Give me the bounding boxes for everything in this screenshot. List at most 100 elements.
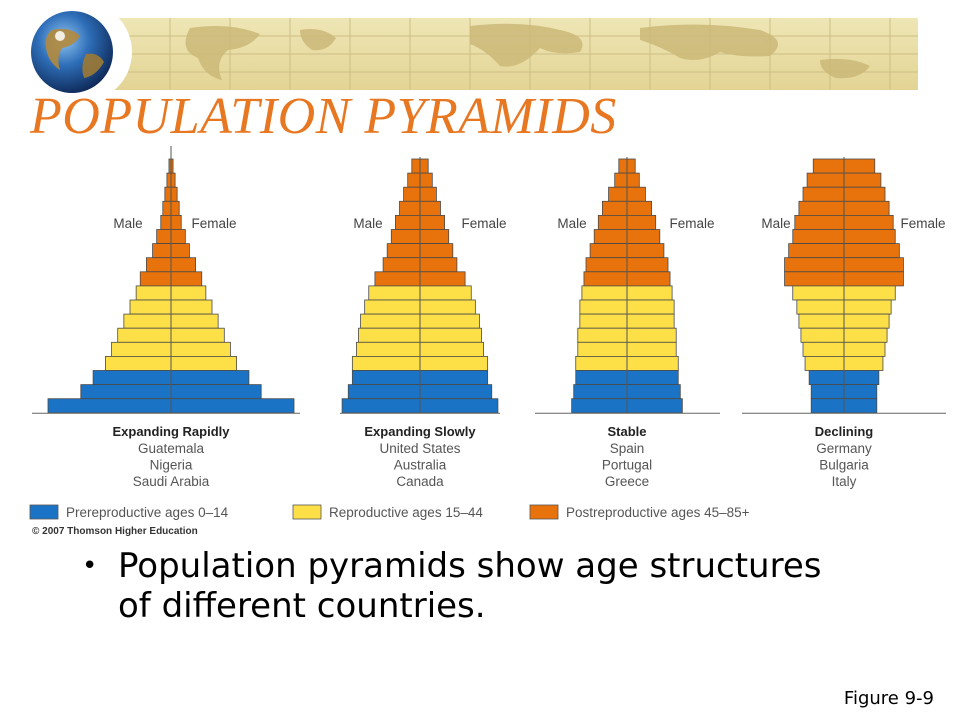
pyramid-title: Expanding Slowly (364, 424, 476, 439)
female-bar (419, 271, 466, 287)
country-label: Saudi Arabia (133, 474, 210, 489)
female-bar (843, 215, 894, 230)
female-bar (419, 384, 493, 400)
female-bar (170, 341, 231, 357)
male-bar (162, 200, 172, 216)
female-bar (170, 257, 197, 273)
male-bar (368, 285, 421, 301)
male-label: Male (761, 216, 790, 231)
globe-icon (31, 11, 113, 93)
figure-reference: Figure 9-9 (843, 688, 934, 709)
male-bar (614, 172, 628, 188)
pyramid-expanding-rapidly: Male Female Expanding Rapidly Guatemala Nige… (32, 146, 300, 489)
female-bar (419, 200, 441, 216)
male-bar (806, 172, 845, 188)
female-bar (843, 384, 878, 400)
bullet-point: • Population pyramids show age structure… (82, 546, 842, 626)
male-bar (390, 229, 421, 245)
female-label: Female (461, 216, 506, 231)
male-bar (152, 243, 172, 259)
male-bar (135, 285, 172, 301)
female-bar (170, 200, 180, 216)
male-bar (80, 384, 172, 400)
male-bar (597, 215, 628, 230)
male-bar (411, 158, 421, 174)
male-bar (399, 200, 421, 216)
female-bar (419, 370, 489, 386)
male-bar (571, 398, 628, 414)
male-bar (347, 384, 421, 400)
female-bar (843, 370, 880, 386)
female-bar (419, 313, 480, 329)
female-bar (170, 271, 203, 287)
female-bar (419, 285, 472, 301)
male-bar (358, 327, 421, 343)
male-bar (796, 299, 845, 315)
legend-label: Reproductive ages 15–44 (329, 505, 483, 520)
male-bar (788, 243, 845, 259)
female-bar (626, 341, 677, 357)
male-bar (160, 215, 172, 230)
female-bar (626, 158, 636, 174)
female-bar (170, 299, 213, 315)
country-label: Greece (605, 474, 649, 489)
male-bar (581, 285, 628, 301)
copyright-note: © 2007 Thomson Higher Education (32, 526, 198, 537)
male-bar (784, 257, 845, 273)
female-bar (626, 384, 681, 400)
male-bar (360, 313, 421, 329)
male-label: Male (353, 216, 382, 231)
legend-swatch (292, 504, 322, 520)
pyramid-title: Declining (815, 424, 874, 439)
female-bar (170, 313, 219, 329)
male-bar (129, 299, 172, 315)
female-bar (419, 172, 433, 188)
female-bar (419, 341, 484, 357)
female-bar (170, 229, 186, 245)
male-bar (139, 271, 172, 287)
female-bar (419, 158, 429, 174)
male-bar (105, 355, 172, 371)
male-bar (589, 243, 628, 259)
male-bar (798, 200, 845, 216)
country-label: Germany (816, 441, 872, 456)
female-bar (170, 186, 178, 202)
female-bar (843, 257, 904, 273)
female-bar (626, 229, 661, 245)
female-label: Female (191, 216, 236, 231)
male-bar (602, 200, 628, 216)
male-bar (812, 158, 845, 174)
female-label: Female (900, 216, 945, 231)
male-label: Male (557, 216, 586, 231)
female-bar (419, 243, 454, 259)
male-bar (164, 186, 172, 202)
male-bar (394, 215, 421, 230)
female-bar (419, 229, 450, 245)
female-bar (419, 327, 482, 343)
male-bar (802, 186, 845, 202)
male-bar (145, 257, 172, 273)
male-bar (166, 172, 172, 188)
female-bar (170, 355, 237, 371)
male-bar (794, 215, 845, 230)
female-bar (843, 327, 888, 343)
male-bar (92, 370, 172, 386)
female-bar (419, 186, 437, 202)
female-bar (419, 398, 499, 414)
female-bar (170, 384, 262, 400)
female-bar (843, 355, 884, 371)
male-bar (123, 313, 172, 329)
female-bar (843, 186, 886, 202)
female-bar (626, 285, 673, 301)
pyramid-title: Expanding Rapidly (112, 424, 230, 439)
male-bar (800, 327, 845, 343)
male-bar (382, 257, 421, 273)
female-bar (626, 271, 671, 287)
legend-label: Prereproductive ages 0–14 (66, 505, 229, 520)
male-bar (577, 341, 628, 357)
legend-label: Postreproductive ages 45–85+ (566, 505, 750, 520)
female-bar (170, 370, 250, 386)
female-bar (626, 327, 677, 343)
male-bar (810, 398, 845, 414)
